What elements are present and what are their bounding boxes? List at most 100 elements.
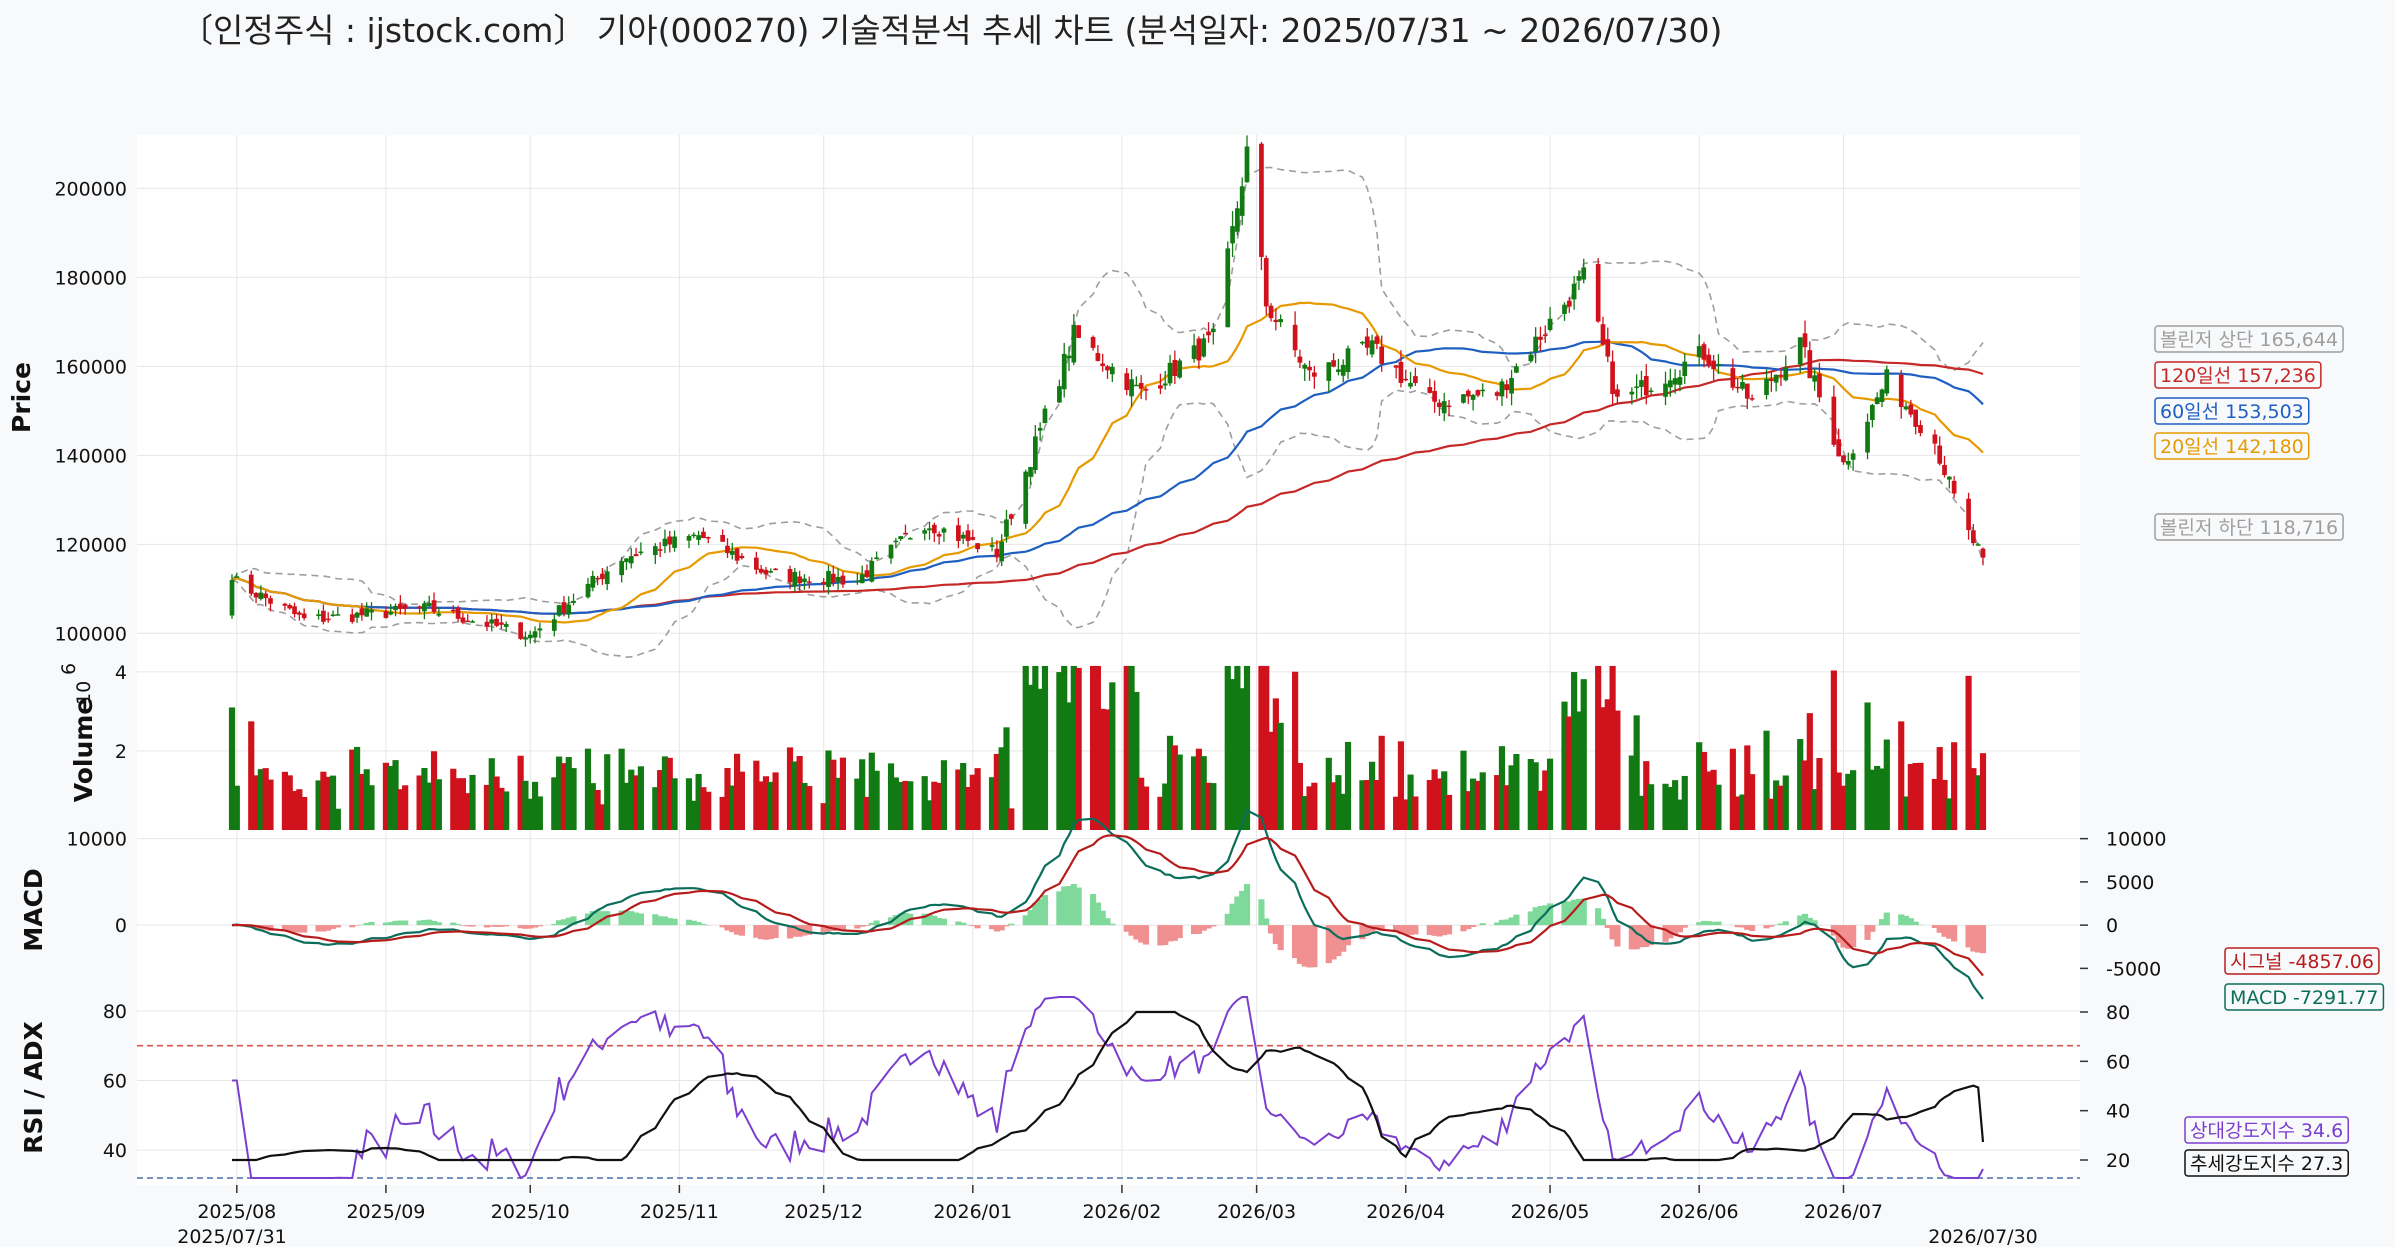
volume-bar (1335, 775, 1342, 830)
volume-bar (435, 779, 442, 830)
macd-histogram-bar (1441, 925, 1448, 936)
rsi-left-tick-label: 80 (103, 1001, 127, 1023)
volume-bar (1532, 762, 1539, 830)
macd-histogram-bar (426, 919, 433, 926)
macd-histogram-bar (604, 911, 611, 926)
macd-histogram-bar (1946, 925, 1953, 939)
volume-bar (652, 787, 659, 830)
price-indicator-label: 볼린저 하단 118,716 (2160, 517, 2338, 539)
candle-body (672, 536, 677, 548)
candle-body (989, 545, 995, 547)
candle-body (1465, 390, 1471, 397)
volume-bar (1104, 709, 1111, 830)
macd-histogram-bar (988, 925, 996, 930)
volume-tick-label: 4 (115, 662, 127, 684)
candle-body (1259, 143, 1264, 257)
volume-bar (863, 796, 871, 830)
candle-body (1730, 368, 1736, 388)
macd-histogram-bar (315, 925, 322, 932)
volume-bar (690, 800, 697, 830)
volume-bar (1032, 665, 1039, 830)
x-tick-label: 2026/06 (1660, 1201, 1739, 1223)
macd-histogram-bar (450, 922, 457, 926)
candle-body (282, 603, 288, 606)
macd-histogram-bar (854, 925, 861, 929)
macd-histogram-bar (839, 925, 847, 930)
volume-bar (661, 756, 669, 830)
macd-histogram-bar (1479, 923, 1486, 926)
candle-body (1711, 360, 1716, 370)
volume-bar (1224, 665, 1231, 830)
candle-body (1470, 394, 1476, 400)
volume-tick-label: 2 (115, 741, 127, 763)
macd-histogram-bar (786, 925, 794, 939)
macd-signal-line (231, 834, 1984, 977)
volume-bar (1566, 716, 1573, 830)
candle-body (292, 606, 297, 615)
volume-bar (1705, 771, 1712, 830)
volume-bar (854, 778, 861, 830)
volume-bar (734, 753, 741, 830)
macd-histogram-bar (1633, 925, 1640, 950)
macd-histogram-bar (1749, 925, 1756, 932)
candle-body (1783, 367, 1789, 381)
macd-histogram-bar (1571, 899, 1578, 926)
adx-line (232, 1010, 1985, 1162)
candle-body (758, 568, 764, 573)
macd-histogram-bar (469, 925, 476, 927)
volume-bar (1397, 741, 1405, 830)
candle-body (1235, 208, 1240, 232)
volume-bar (1734, 796, 1741, 830)
candle-body (600, 573, 605, 580)
macd-histogram-bar (1133, 925, 1140, 940)
candle-body (460, 617, 466, 623)
macd-histogram-bar (762, 925, 770, 940)
candle-body (1028, 467, 1033, 477)
volume-bar (1267, 731, 1275, 830)
macd-histogram-bar (1200, 925, 1207, 931)
macd-histogram-bar (589, 910, 596, 926)
candle-body (1100, 363, 1106, 366)
candle-body (753, 557, 759, 570)
macd-histogram-bar (1301, 925, 1308, 967)
candle-body (859, 574, 865, 584)
candle-body (773, 568, 778, 571)
volume-bar (1109, 682, 1116, 830)
volume-bar (806, 786, 813, 830)
volume-axis-label: Volume (69, 698, 98, 803)
volume-bar (426, 782, 433, 830)
macd-histogram-bar (1325, 925, 1332, 964)
volume-bar (1902, 796, 1910, 830)
candle-body (1004, 519, 1009, 537)
volume-bar (527, 798, 534, 830)
volume-bar (1258, 665, 1265, 830)
macd-histogram-bar (724, 925, 731, 931)
candle-body (422, 603, 427, 612)
macd-histogram-bar (320, 925, 327, 932)
candle-body (787, 569, 793, 583)
candle-body (364, 608, 370, 617)
candle-body (729, 550, 735, 555)
candle-body (234, 576, 240, 578)
volume-bar (1672, 780, 1679, 830)
volume-bar (1527, 758, 1534, 830)
candle-body (975, 543, 980, 550)
macd-histogram-bar (1267, 925, 1275, 934)
candle-body (1345, 348, 1351, 373)
macd-histogram-bar (301, 925, 308, 933)
candle-body (1206, 331, 1211, 336)
candle-body (1095, 353, 1101, 361)
macd-histogram-bar (1426, 925, 1433, 935)
volume-bar (531, 781, 539, 830)
macd-histogram-bar (1032, 903, 1039, 926)
macd-histogram-bar (859, 925, 866, 927)
candle-body (657, 549, 663, 551)
volume-bar (1027, 684, 1034, 830)
candle-body (1230, 226, 1235, 244)
macd-left-tick-label: 10000 (67, 829, 127, 851)
volume-bar (1474, 780, 1481, 830)
volume-bar (1801, 760, 1809, 830)
candle-body (325, 618, 331, 621)
candle-body (1312, 372, 1317, 377)
volume-bar (685, 778, 693, 830)
